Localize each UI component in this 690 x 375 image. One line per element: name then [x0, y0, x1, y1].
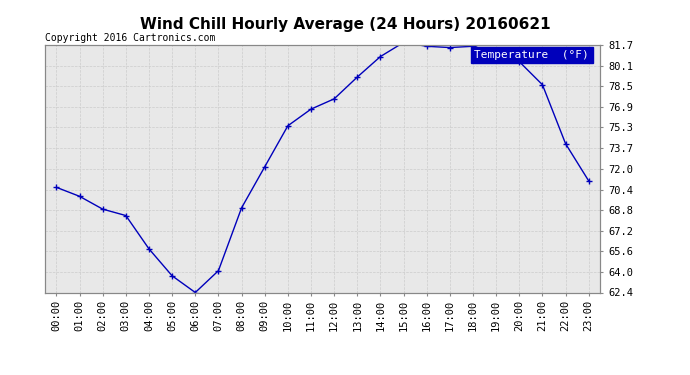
Text: Copyright 2016 Cartronics.com: Copyright 2016 Cartronics.com	[45, 33, 215, 42]
Text: Temperature  (°F): Temperature (°F)	[475, 50, 589, 60]
Text: Wind Chill Hourly Average (24 Hours) 20160621: Wind Chill Hourly Average (24 Hours) 201…	[139, 17, 551, 32]
